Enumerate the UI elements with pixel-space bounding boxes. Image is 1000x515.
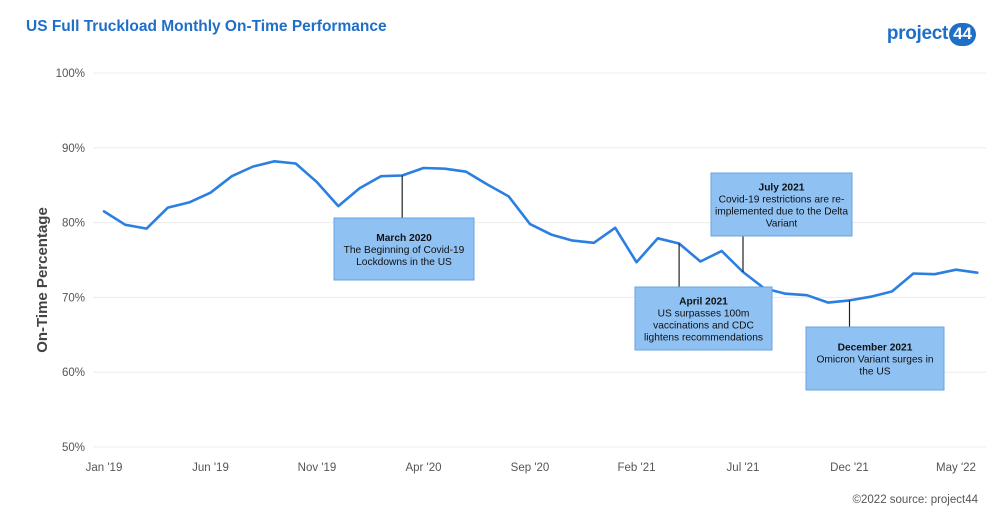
annotation-box — [634, 286, 773, 351]
annotation-text: Variant — [766, 219, 798, 230]
x-tick-label: Feb '21 — [618, 462, 656, 474]
annotation-text: vaccinations and CDC — [653, 321, 754, 332]
annotation-text: US surpasses 100m — [658, 309, 750, 320]
annotation-text: Lockdowns in the US — [356, 257, 452, 268]
x-tick-label: Nov '19 — [298, 462, 337, 474]
y-tick-label: 50% — [62, 442, 85, 454]
annotation-text: lightens recommendations — [644, 333, 763, 344]
x-tick-label: Jan '19 — [86, 462, 123, 474]
y-axis-label: On-Time Percentage — [34, 207, 51, 353]
y-tick-label: 70% — [62, 292, 85, 304]
x-tick-label: Jun '19 — [192, 462, 229, 474]
series-group — [102, 160, 979, 304]
annotation-text: Covid-19 restrictions are re- — [719, 195, 845, 206]
annotation-text: implemented due to the Delta — [715, 207, 848, 218]
annotation-text: Omicron Variant surges in — [816, 355, 933, 366]
annotation-box — [333, 217, 475, 281]
x-tick-label: Apr '20 — [405, 462, 441, 474]
annotation-title: April 2021 — [679, 297, 728, 308]
project44-logo: project 44 — [887, 20, 976, 48]
source-note: ©2022 source: project44 — [852, 494, 978, 506]
x-tick-label: Dec '21 — [830, 462, 869, 474]
y-axis-ticks: 50% 60% 70% 80% 90% 100% — [56, 68, 85, 454]
x-axis-ticks: Jan '19 Jun '19 Nov '19 Apr '20 Sep '20 Feb '… — [86, 462, 976, 474]
series-line — [102, 160, 979, 304]
annotation-title: July 2021 — [759, 183, 805, 194]
annotation-title: December 2021 — [838, 343, 913, 354]
y-tick-label: 60% — [62, 367, 85, 379]
y-tick-label: 80% — [62, 218, 85, 230]
y-tick-label: 90% — [62, 143, 85, 155]
chart-title: US Full Truckload Monthly On-Time Perfor… — [26, 18, 387, 35]
annotation-text: the US — [859, 367, 890, 378]
annotation-box — [710, 172, 853, 237]
x-tick-label: May '22 — [936, 462, 976, 474]
annotation-box — [805, 326, 945, 391]
annotation-title: March 2020 — [376, 233, 432, 244]
x-tick-label: Jul '21 — [727, 462, 760, 474]
annotation-text: The Beginning of Covid-19 — [344, 245, 465, 256]
grid-lines — [93, 72, 986, 448]
logo-text: project — [886, 23, 949, 44]
x-tick-label: Sep '20 — [511, 462, 550, 474]
logo-badge: 44 — [949, 22, 976, 46]
y-tick-label: 100% — [56, 68, 85, 80]
